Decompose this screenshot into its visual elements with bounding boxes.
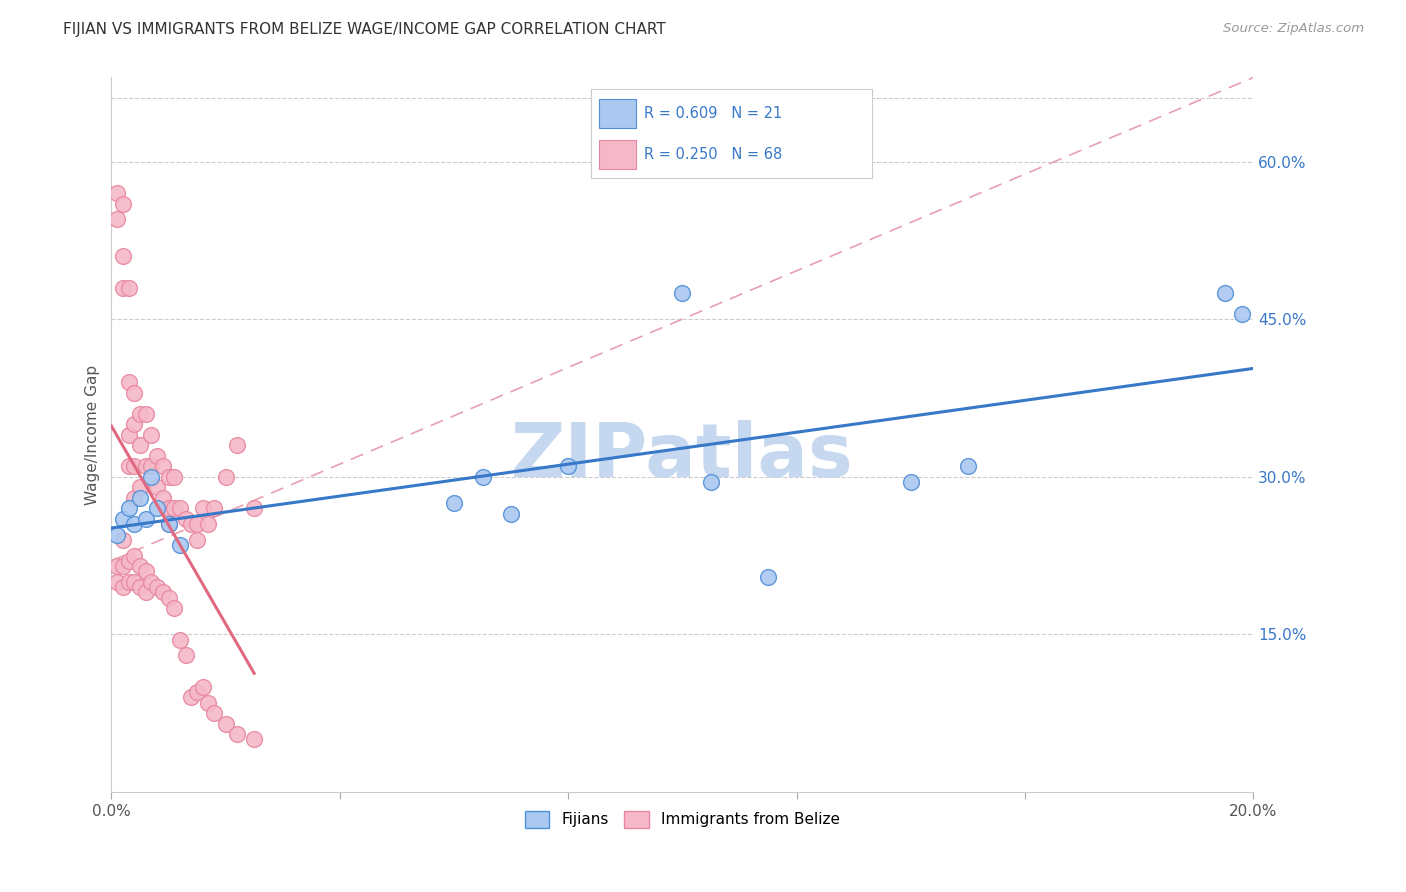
Point [111,512,134,526]
Point [122,491,145,505]
Point [956,459,979,474]
Point [105,527,128,541]
Point [105,574,128,589]
Point [146,449,169,463]
Point [129,559,152,574]
Point [111,533,134,547]
Legend: Fijians, Immigrants from Belize: Fijians, Immigrants from Belize [519,805,846,834]
Point [191,501,214,516]
Point [146,480,169,494]
Point [111,249,134,263]
Point [202,706,225,720]
Point [157,469,180,483]
Point [169,538,191,552]
Point [141,459,163,474]
Point [135,512,157,526]
Point [111,196,134,211]
Point [174,648,197,663]
Point [117,574,139,589]
Point [157,591,180,605]
Point [146,580,169,594]
Point [157,516,180,531]
Point [152,491,174,505]
Point [471,469,494,483]
Point [157,516,180,531]
Point [163,501,186,516]
Point [122,574,145,589]
Point [146,501,169,516]
Point [671,285,693,300]
Point [191,680,214,694]
Point [129,438,152,452]
Point [443,496,465,510]
Point [111,580,134,594]
Point [105,559,128,574]
Point [122,516,145,531]
Point [117,554,139,568]
Point [186,533,208,547]
Point [129,580,152,594]
Point [197,516,219,531]
Point [122,385,145,400]
Point [243,501,266,516]
Point [111,280,134,294]
Point [141,574,163,589]
Point [105,186,128,200]
Point [117,459,139,474]
Point [180,690,202,705]
Point [117,427,139,442]
Point [186,516,208,531]
Point [169,501,191,516]
Bar [599,99,636,128]
Point [157,501,180,516]
Point [197,696,219,710]
Point [1230,307,1253,321]
Point [214,469,236,483]
Point [700,475,723,489]
Point [226,438,249,452]
Point [117,375,139,389]
Point [900,475,922,489]
Text: Source: ZipAtlas.com: Source: ZipAtlas.com [1223,22,1364,36]
Point [141,427,163,442]
Point [135,459,157,474]
Point [111,559,134,574]
Point [105,212,128,227]
Text: R = 0.609   N = 21: R = 0.609 N = 21 [644,106,782,120]
Point [499,507,522,521]
Point [1213,285,1236,300]
Point [180,516,202,531]
Point [141,469,163,483]
Point [202,501,225,516]
Bar [599,140,636,169]
Point [122,459,145,474]
Point [135,564,157,578]
Text: R = 0.250   N = 68: R = 0.250 N = 68 [644,147,782,161]
Text: ZIPatlas: ZIPatlas [510,419,853,492]
Point [122,417,145,432]
Point [135,407,157,421]
Point [129,407,152,421]
Point [129,491,152,505]
Point [214,716,236,731]
Point [152,585,174,599]
Point [122,549,145,563]
Point [152,459,174,474]
Point [129,480,152,494]
Point [226,727,249,741]
Point [756,569,779,583]
Point [135,585,157,599]
Text: FIJIAN VS IMMIGRANTS FROM BELIZE WAGE/INCOME GAP CORRELATION CHART: FIJIAN VS IMMIGRANTS FROM BELIZE WAGE/IN… [63,22,666,37]
Point [557,459,579,474]
Point [169,632,191,647]
Point [174,512,197,526]
Y-axis label: Wage/Income Gap: Wage/Income Gap [86,365,100,505]
Point [163,601,186,615]
Point [117,280,139,294]
Point [243,732,266,747]
Point [163,469,186,483]
Point [117,501,139,516]
Point [186,685,208,699]
